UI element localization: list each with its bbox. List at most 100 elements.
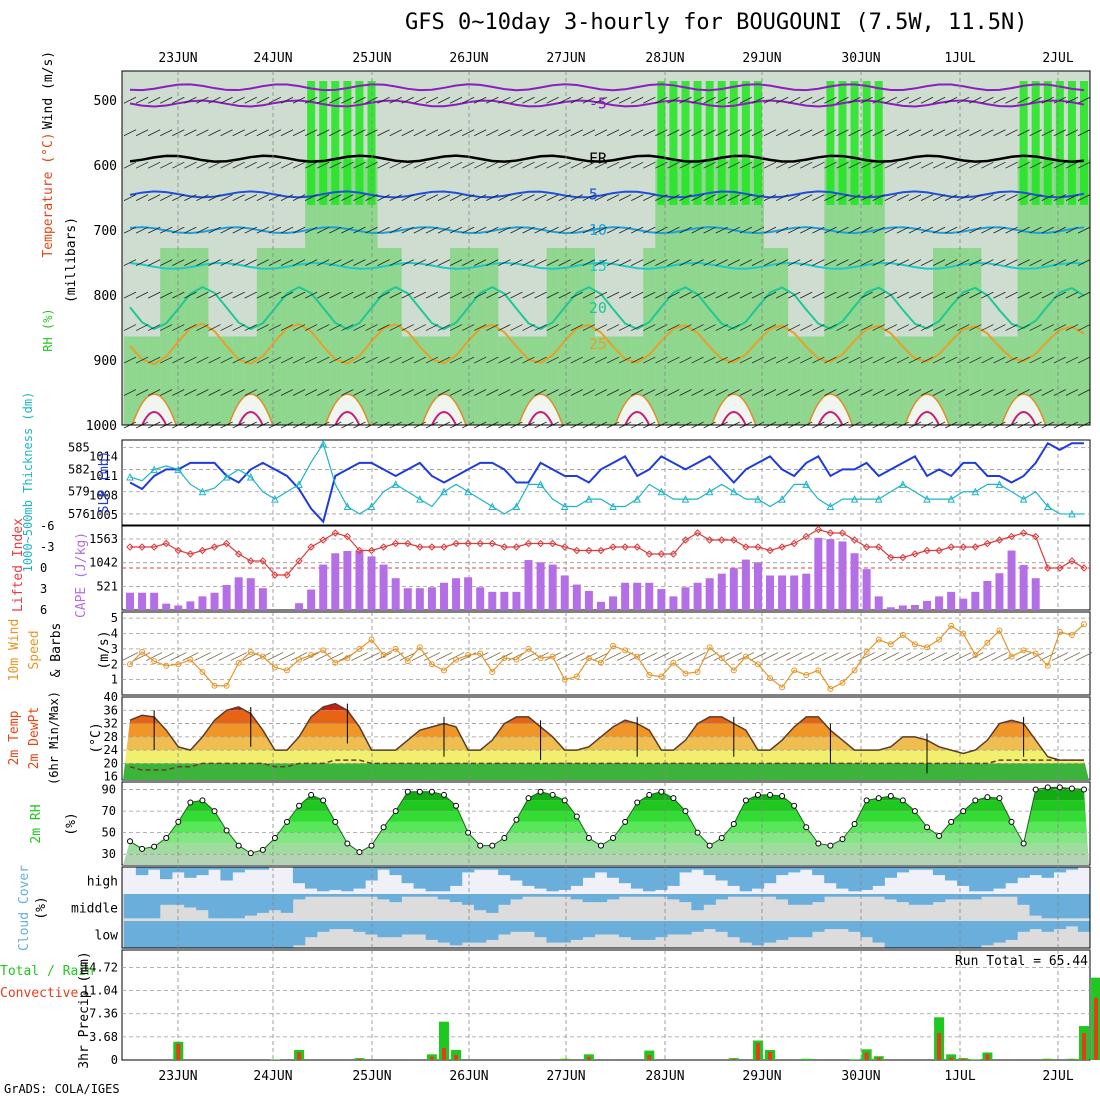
wind-barb [353, 129, 366, 137]
wind-barb [606, 129, 620, 137]
cloud-bar-low [522, 921, 535, 932]
precip-convective-bar [586, 1056, 591, 1060]
cape-bar [572, 584, 581, 610]
wind-barb [304, 389, 318, 396]
wind-barb [365, 194, 378, 202]
wind-barb [449, 194, 463, 202]
cloud-bar-low [196, 921, 209, 948]
cloud-bar-middle [437, 894, 451, 900]
wind-barb [739, 194, 753, 202]
wind-barb [196, 291, 209, 299]
wind-barb [981, 129, 994, 137]
rh-high-column [669, 81, 678, 205]
cloud-bar-high [908, 867, 922, 870]
wind-barb [413, 389, 427, 396]
wind-barb [449, 161, 463, 169]
wind-barb [208, 389, 221, 396]
precip-convective-bar [1045, 1059, 1050, 1060]
wind-barb [498, 291, 511, 299]
cape-bar [669, 596, 678, 610]
rh-column [582, 248, 595, 425]
wind-speed-marker [223, 682, 230, 689]
cloud-bar-middle [703, 894, 716, 905]
wind-barb [679, 356, 692, 364]
wind-barb [510, 226, 523, 234]
wind-barb [341, 324, 354, 331]
wind-barb [184, 194, 197, 202]
cloud-bar-high [208, 867, 221, 870]
wind-barb [594, 291, 608, 299]
wind-barb [1077, 324, 1091, 331]
wind-barb-10m [327, 652, 344, 661]
wind-barb [594, 356, 608, 364]
wind-speed-marker [875, 636, 882, 643]
temp-tick: 24 [104, 743, 118, 757]
wind-barb [1053, 129, 1067, 137]
precip-tick: 11.04 [82, 984, 118, 998]
li-marker [391, 539, 400, 548]
wind-barb [1053, 96, 1067, 104]
rh-marker [924, 824, 931, 831]
wind-barb [401, 194, 414, 202]
cloud-bar-low [981, 921, 994, 946]
cloud-bar-middle [836, 894, 849, 897]
wind-speed-marker [1032, 650, 1039, 657]
wind-barb [220, 259, 233, 266]
wind-barb [872, 96, 885, 104]
wind-barb [329, 356, 342, 364]
wind-barb [848, 291, 861, 299]
wind-barb [135, 96, 149, 104]
wind-barb [606, 194, 620, 202]
rh-high-column [343, 81, 352, 205]
wind-barb [763, 96, 777, 104]
rh-marker [803, 824, 810, 831]
wind-barb [896, 356, 910, 364]
wind-barb [884, 324, 897, 331]
rh-marker [513, 816, 520, 823]
wind-barb [800, 226, 813, 234]
wind-barb [848, 259, 861, 266]
wind-barb [196, 324, 209, 331]
cape-bar [584, 590, 593, 610]
wind-barb [860, 259, 873, 266]
wind-barb [196, 129, 209, 137]
cape-bar [1019, 565, 1028, 610]
cape-bar [971, 591, 980, 610]
wind-barb [486, 324, 499, 331]
rh-marker [597, 842, 604, 849]
wind-barb-10m [761, 652, 779, 661]
wind-speed-marker [1056, 628, 1063, 635]
wind-barb [872, 161, 885, 169]
wind-barb [715, 96, 728, 104]
cloud-frame [121, 866, 1091, 949]
wind-barb [160, 291, 173, 299]
wind-barb [763, 356, 777, 364]
cape-bar [898, 605, 907, 610]
cape-bar [609, 596, 618, 610]
li-marker [307, 543, 315, 551]
rh-marker [827, 842, 834, 849]
thickness-marker [464, 487, 472, 496]
wind-barb [1077, 161, 1091, 169]
wind-speed-marker [682, 670, 689, 677]
speed-axis-label: Speed [27, 630, 42, 669]
pressure-tick: 500 [94, 94, 117, 109]
wind-barb [1005, 291, 1018, 299]
wind-barb [1029, 356, 1042, 364]
wind-barb [147, 291, 161, 299]
wind-barb [582, 356, 596, 364]
wind-barb [920, 96, 934, 104]
wind-barb [944, 96, 958, 104]
wind-barb-10m [991, 652, 1008, 661]
wind-barb [522, 226, 535, 234]
rh-marker [936, 832, 943, 839]
wind-barb [256, 96, 270, 104]
wind-barb [812, 324, 825, 331]
wind-barb [606, 226, 620, 234]
li-marker [476, 539, 484, 548]
wind-barb [268, 96, 282, 104]
wind-barb [896, 194, 910, 202]
li-marker [283, 571, 291, 579]
wind-barb [932, 161, 946, 169]
